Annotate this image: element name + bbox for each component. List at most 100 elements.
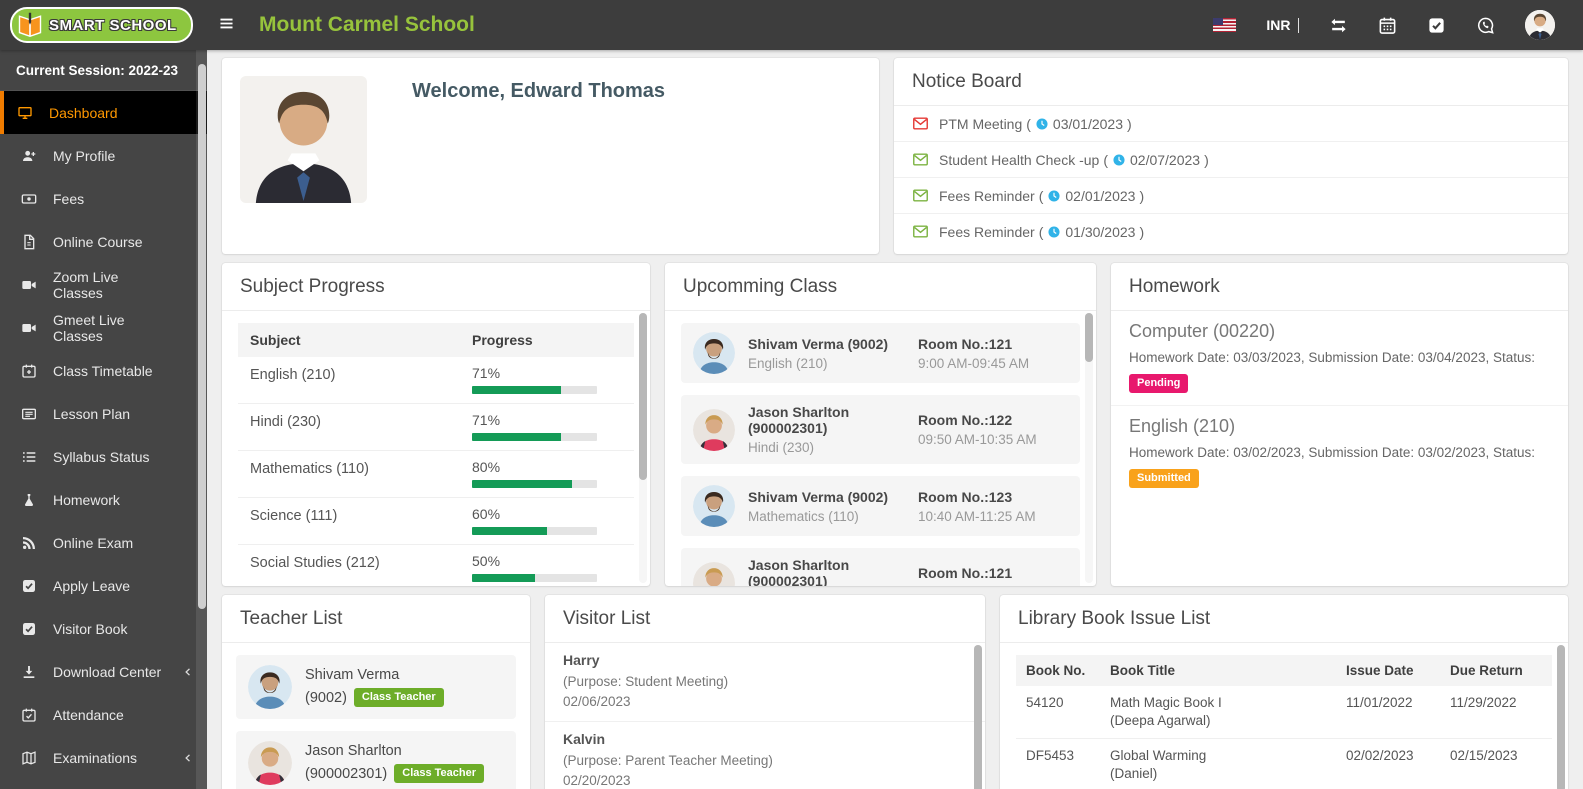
teacher-avatar [693,332,735,374]
teacher-id: (9002) [305,689,347,706]
brand-logo[interactable]: SMART SCHOOL [0,7,207,43]
sidebar-item[interactable]: Gmeet Live Classes [0,306,207,349]
clock-icon [1047,189,1061,203]
class-room: Room No.:121 [918,335,1013,352]
class-teacher-name: Jason Sharlton (900002301) [748,557,850,586]
sidebar-item-label: Fees [53,190,85,207]
sidebar-item[interactable]: Zoom Live Classes [0,263,207,306]
whatsapp-icon[interactable] [1476,16,1495,35]
sidebar-item-label: Examinations [53,749,138,766]
scrollbar-thumb[interactable] [974,645,982,789]
progress-bar-fill [472,386,561,394]
upcoming-class-item: Jason Sharlton (900002301) Science (111)… [681,548,1080,586]
sidebar-item-icon [21,148,38,164]
subject-progress-scrollbar [639,313,647,583]
sidebar-item-label: Class Timetable [53,362,153,379]
notice-list: PTM Meeting 03/01/2023 Student [894,106,1568,249]
subject-row: Mathematics (110) 80% [238,451,634,498]
teacher-avatar [693,561,735,586]
library-row: 54120 Math Magic Book I (Deepa Agarwal) … [1016,686,1552,739]
subject-row: English (210) 71% [238,357,634,404]
teacher-id: (900002301) [305,765,388,782]
sidebar-item[interactable]: My Profile [0,134,207,177]
library-rows: 54120 Math Magic Book I (Deepa Agarwal) … [1016,686,1552,789]
homework-item: Computer (00220) Homework Date: 03/03/20… [1111,311,1568,406]
logo-book-icon [16,11,44,39]
sidebar-item[interactable]: Homework [0,478,207,521]
language-flag-icon[interactable] [1213,18,1237,32]
scrollbar-thumb[interactable] [1557,645,1565,789]
subject-name: Mathematics (110) [250,461,369,477]
subject-row: Science (111) 60% [238,498,634,545]
notice-date: 02/07/2023 [1130,151,1201,168]
col-issue-date: Issue Date [1346,663,1414,678]
sidebar-item-label: Online Course [53,233,143,250]
sidebar-item[interactable]: Attendance [0,693,207,736]
sidebar-item[interactable]: Lesson Plan [0,392,207,435]
class-teacher-name: Shivam Verma (9002) [748,335,889,352]
sidebar-item[interactable]: Dashboard [0,91,207,134]
sidebar-item[interactable]: Syllabus Status [0,435,207,478]
upcoming-class-item: Shivam Verma (9002) English (210) Room N… [681,323,1080,383]
upcoming-class-item: Shivam Verma (9002) Mathematics (110) Ro… [681,476,1080,536]
sidebar-item-icon [21,664,38,680]
sidebar-scrollbar-thumb[interactable] [197,64,206,609]
sidebar-item[interactable]: Online Course [0,220,207,263]
sidebar-item-label: Visitor Book [53,620,128,637]
teacher-avatar [693,408,735,451]
sidebar-item-label: Zoom Live Classes [53,268,119,301]
sidebar-item-label: Apply Leave [53,577,131,594]
sidebar-item[interactable]: Visitor Book [0,607,207,650]
sidebar-item-label: Gmeet Live Classes [53,311,125,344]
due-return: 02/15/2023 [1450,748,1518,763]
visitor-list-scrollbar [974,645,982,789]
subject-progress-header: Subject Progress [238,323,634,357]
sidebar-item-label: Download Center [53,663,162,680]
library-row: DF5453 Global Warming (Daniel) 02/02/202… [1016,739,1552,789]
subject-name: Hindi (230) [250,414,321,430]
notice-item[interactable]: Fees Reminder 02/01/2023 [894,178,1568,214]
sidebar-item[interactable]: Online Exam [0,521,207,564]
book-no: DF5453 [1026,748,1075,763]
sidebar-item[interactable]: Download Center [0,650,207,693]
teacher-avatar [248,741,292,785]
sidebar-item-icon [21,277,38,293]
student-photo [240,76,367,203]
book-no: 54120 [1026,695,1064,710]
book-author: (Daniel) [1110,766,1158,781]
envelope-icon [912,187,929,204]
notice-item[interactable]: Fees Reminder 01/30/2023 [894,214,1568,249]
brand-name: SMART SCHOOL [49,16,177,34]
scrollbar-thumb[interactable] [1085,313,1093,362]
visitor-item: Kalvin (Purpose: Parent Teacher Meeting)… [545,722,985,789]
user-avatar[interactable] [1525,10,1555,40]
sidebar-item[interactable]: Apply Leave [0,564,207,607]
class-time: 09:50 AM-10:35 AM [918,432,1037,447]
sidebar-item[interactable]: Class Timetable [0,349,207,392]
notice-item[interactable]: PTM Meeting 03/01/2023 [894,106,1568,142]
sidebar-item-icon [21,363,38,379]
sidebar-nav: Dashboard My Profile Fees Onl [0,91,207,779]
progress-bar [472,574,597,582]
welcome-card: Welcome, Edward Thomas [222,58,879,254]
sidebar-item[interactable]: Examinations [0,736,207,779]
calendar-icon[interactable] [1378,16,1397,35]
library-table-header: Book No. Book Title Issue Date Due Retur… [1016,655,1552,686]
subject-row: Social Studies (212) 50% [238,545,634,586]
subject-row: Hindi (230) 71% [238,404,634,451]
scrollbar-thumb[interactable] [639,313,647,481]
notice-item[interactable]: Student Health Check -up 02/07/2023 [894,142,1568,178]
todo-icon[interactable] [1427,16,1446,35]
subject-name: Social Studies (212) [250,555,380,571]
sidebar-item-icon [21,750,38,766]
menu-toggle-button[interactable] [211,10,241,40]
upcoming-class-item: Jason Sharlton (900002301) Hindi (230) R… [681,395,1080,464]
currency-selector[interactable]: INR [1266,17,1299,33]
visitor-list-title: Visitor List [545,595,985,643]
homework-item: English (210) Homework Date: 03/02/2023,… [1111,406,1568,500]
progress-percent: 80% [472,459,501,475]
exchange-icon[interactable] [1329,16,1348,35]
main-content: Welcome, Edward Thomas Notice Board PTM … [207,50,1583,789]
notice-date: 02/01/2023 [1065,187,1136,204]
sidebar-item[interactable]: Fees [0,177,207,220]
